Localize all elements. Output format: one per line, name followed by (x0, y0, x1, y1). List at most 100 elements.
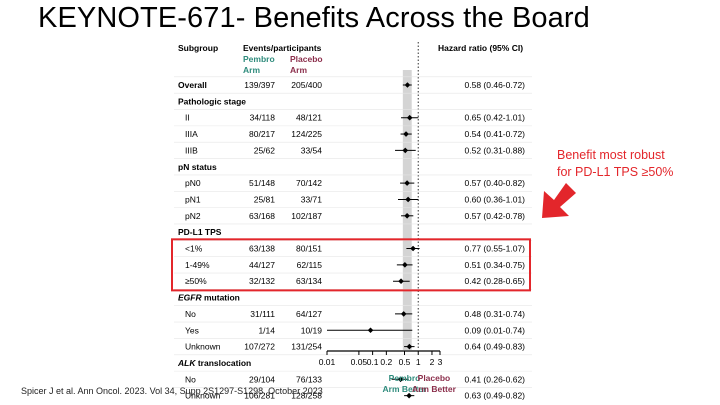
x-tick-label: 0.5 (399, 357, 411, 367)
hr-point (404, 82, 411, 88)
hr-point (404, 213, 410, 219)
pembro-events: 25/81 (254, 194, 276, 204)
subgroup-label: Overall (178, 80, 207, 90)
hazard-ratio-text: 0.63 (0.49-0.82) (465, 391, 526, 401)
header-subgroup: Subgroup (178, 43, 218, 53)
callout-arrow-icon (542, 183, 576, 218)
hazard-ratio-text: 0.42 (0.28-0.65) (465, 276, 526, 286)
placebo-events: 48/121 (296, 113, 322, 123)
pembro-events: 31/111 (250, 309, 275, 319)
pembro-events: 106/281 (244, 391, 275, 401)
placebo-events: 10/19 (301, 325, 323, 335)
xlabel-placebo: Placebo (418, 373, 451, 383)
subgroup-label: ≥50% (185, 276, 207, 286)
hazard-ratio-text: 0.58 (0.46-0.72) (465, 80, 526, 90)
hazard-ratio-text: 0.60 (0.36-1.01) (465, 194, 526, 204)
header-pembro-arm: Pembro (243, 54, 275, 64)
callout-text: Benefit most robust for PD-L1 TPS ≥50% (557, 147, 697, 181)
hazard-ratio-text: 0.54 (0.41-0.72) (465, 129, 526, 139)
subgroup-label: IIIB (185, 145, 198, 155)
pdl1-highlight-box (171, 238, 531, 292)
pembro-events: 32/132 (249, 276, 275, 286)
section-label: pN status (178, 162, 217, 172)
placebo-events: 205/400 (291, 80, 322, 90)
citation: Spicer J et al. Ann Oncol. 2023. Vol 34,… (21, 386, 323, 396)
subgroup-label: Yes (185, 325, 199, 335)
hr-point (404, 180, 410, 186)
hazard-ratio-text: 0.09 (0.01-0.74) (465, 325, 526, 335)
subgroup-label: pN0 (185, 178, 201, 188)
subgroup-label: 1-49% (185, 260, 210, 270)
subgroup-label: Unknown (185, 342, 221, 352)
placebo-events: 33/54 (301, 145, 323, 155)
header-placebo-arm: Placebo (290, 54, 323, 64)
hr-point (410, 245, 416, 252)
subgroup-label: Unknown (185, 391, 221, 401)
placebo-events: 124/225 (291, 129, 322, 139)
hr-point (367, 327, 374, 334)
hazard-ratio-text: 0.52 (0.31-0.88) (465, 145, 526, 155)
placebo-events: 80/151 (296, 244, 322, 254)
hr-point (398, 278, 404, 284)
hr-point (400, 311, 407, 317)
placebo-events: 76/133 (296, 374, 322, 384)
subgroup-label: No (185, 309, 196, 319)
hr-point (397, 376, 404, 383)
placebo-events: 64/127 (296, 309, 322, 319)
x-tick-label: 1 (416, 357, 421, 367)
hazard-ratio-text: 0.77 (0.55-1.07) (465, 244, 526, 254)
placebo-events: 102/187 (291, 211, 322, 221)
hr-point (403, 131, 409, 137)
hr-point (406, 343, 413, 350)
pembro-events: 1/14 (258, 325, 275, 335)
section-label: EGFR mutation (178, 293, 240, 303)
section-label: PD-L1 TPS (178, 227, 222, 237)
placebo-events: 70/142 (296, 178, 322, 188)
pembro-events: 80/217 (249, 129, 275, 139)
hazard-ratio-text: 0.57 (0.40-0.82) (465, 178, 526, 188)
pembro-events: 34/118 (250, 113, 276, 123)
hr-point (406, 114, 413, 121)
pembro-events: 107/272 (244, 342, 275, 352)
subgroup-label: IIIA (185, 129, 198, 139)
placebo-events: 33/71 (301, 194, 323, 204)
xlabel-placebo-2: Arm Better (412, 384, 457, 394)
x-tick-label: 0.2 (380, 357, 392, 367)
hr-point (406, 392, 412, 399)
header-hazard-ratio: Hazard ratio (95% CI) (438, 43, 523, 53)
subgroup-label: pN2 (185, 211, 201, 221)
x-tick-label: 3 (438, 357, 443, 367)
hazard-ratio-text: 0.65 (0.42-1.01) (465, 113, 526, 123)
placebo-events: 63/134 (296, 276, 322, 286)
x-tick-label: 0.01 (319, 357, 336, 367)
placebo-events: 128/258 (291, 391, 322, 401)
pembro-events: 44/127 (249, 260, 275, 270)
header-pembro-arm-2: Arm (243, 65, 260, 75)
pembro-events: 63/138 (249, 244, 275, 254)
pembro-events: 25/62 (254, 145, 276, 155)
x-tick-label: 0.1 (367, 357, 379, 367)
callout-line-1: Benefit most robust (557, 148, 665, 162)
x-tick-label: 2 (430, 357, 435, 367)
pembro-events: 63/168 (249, 211, 275, 221)
slide-title: KEYNOTE-671- Benefits Across the Board (38, 2, 590, 34)
hazard-ratio-text: 0.48 (0.31-0.74) (465, 309, 526, 319)
placebo-events: 131/254 (291, 342, 322, 352)
header-placebo-arm-2: Arm (290, 65, 307, 75)
header-events: Events/participants (243, 43, 322, 53)
pembro-events: 29/104 (249, 374, 275, 384)
subgroup-label: II (185, 113, 190, 123)
overall-ci-band (402, 70, 412, 350)
callout-line-2: for PD-L1 TPS ≥50% (557, 165, 674, 179)
x-tick-label: 0.05 (351, 357, 368, 367)
hr-point (402, 262, 408, 268)
section-label: ALK translocation (177, 358, 251, 368)
xlabel-pembro: Pembro (389, 373, 421, 383)
hazard-ratio-text: 0.57 (0.42-0.78) (465, 211, 526, 221)
hazard-ratio-text: 0.51 (0.34-0.75) (465, 260, 526, 270)
placebo-events: 62/115 (297, 260, 323, 270)
section-label: Pathologic stage (178, 96, 246, 106)
xlabel-pembro-2: Arm Better (383, 384, 428, 394)
hr-point (402, 147, 409, 154)
subgroup-label: No (185, 374, 196, 384)
